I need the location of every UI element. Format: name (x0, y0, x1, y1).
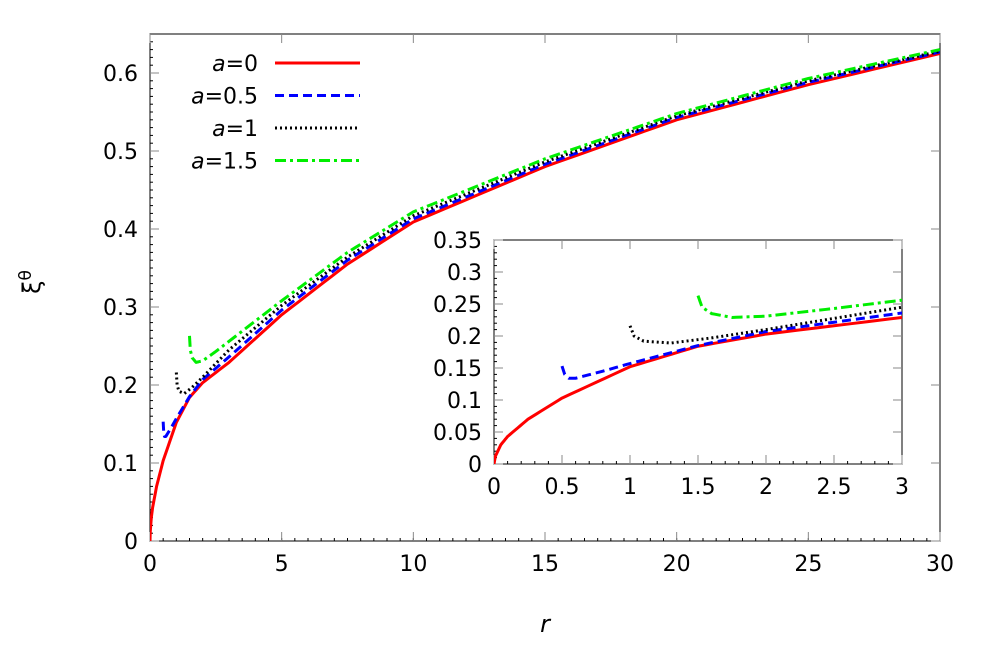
x-axis-label: r (540, 610, 552, 638)
svg-text:ξθ: ξθ (16, 270, 46, 294)
y-tick-label: 0.4 (103, 218, 138, 243)
y-tick-label: 0.25 (433, 293, 482, 318)
x-tick-label: 2 (759, 475, 773, 500)
x-tick-label: 25 (794, 552, 822, 577)
x-tick-label: 20 (663, 552, 691, 577)
y-tick-label: 0 (468, 453, 482, 478)
series-line-a-1-5 (188, 48, 940, 364)
x-tick-label: 0 (143, 552, 157, 577)
x-tick-label: 2.5 (817, 475, 852, 500)
y-tick-label: 0.1 (103, 452, 138, 477)
x-tick-label: 0 (487, 475, 501, 500)
y-tick-label: 0.3 (103, 296, 138, 321)
y-tick-label: 0.1 (447, 389, 482, 414)
legend-label: a=0.5 (191, 85, 258, 110)
x-tick-label: 1 (623, 475, 637, 500)
y-tick-label: 0.2 (447, 325, 482, 350)
x-tick-label: 1.5 (681, 475, 716, 500)
series-line-a-0-5 (560, 311, 902, 380)
series-line-a-1-5 (696, 295, 902, 319)
x-tick-label: 5 (275, 552, 289, 577)
x-tick-label: 3 (895, 475, 909, 500)
series-line-a-1 (174, 49, 940, 396)
y-tick-label: 0.3 (447, 261, 482, 286)
y-tick-label: 0.6 (103, 62, 138, 87)
series-line-a-0 (494, 315, 902, 464)
x-tick-label: 10 (399, 552, 427, 577)
y-tick-label: 0 (124, 530, 138, 555)
series-line-a-0 (150, 52, 940, 541)
legend-label: a=0 (212, 52, 258, 77)
y-axis-label-main: ξ (18, 281, 46, 294)
legend-label: a=1.5 (191, 150, 258, 175)
legend: a=0 a=0.5 a=1 a=1.5 (191, 52, 360, 175)
y-tick-label: 0.05 (433, 421, 482, 446)
y-tick-label: 0.5 (103, 140, 138, 165)
x-tick-label: 30 (926, 552, 954, 577)
y-tick-label: 0.2 (103, 374, 138, 399)
y-axis-label: ξθ (16, 270, 46, 294)
legend-label: a=1 (212, 117, 258, 142)
y-axis-label-sup: θ (16, 270, 36, 280)
series-line-a-1 (628, 305, 902, 345)
plot-frame (493, 239, 903, 465)
x-tick-label: 15 (531, 552, 559, 577)
y-tick-label: 0.15 (433, 357, 482, 382)
series-line-a-0-5 (161, 50, 940, 438)
x-tick-label: 0.5 (545, 475, 580, 500)
y-tick-label: 0.35 (433, 229, 482, 254)
inset-plot: 0 0.5 1 1.5 2 2.5 3 0 0.05 0.1 0.15 0.2 0.25 0.3 0.35 (433, 229, 909, 500)
